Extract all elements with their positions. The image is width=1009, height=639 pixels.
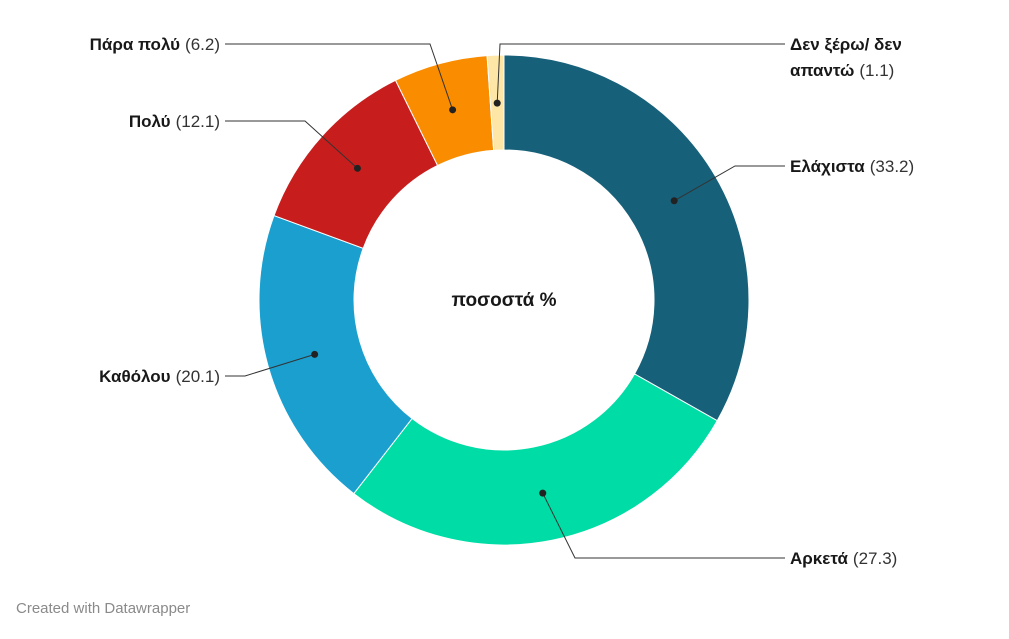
slice-1 — [353, 373, 718, 546]
leader-dot-3 — [353, 164, 361, 172]
slice-2 — [258, 214, 413, 495]
leader-line-5 — [496, 43, 785, 104]
leader-line-1 — [542, 492, 785, 559]
leader-dot-0 — [670, 197, 678, 205]
label-den-xero-line2: απαντώ (1.1) — [790, 61, 894, 80]
leader-dot-5 — [493, 99, 501, 107]
leader-dot-4 — [449, 106, 457, 114]
leader-dot-1 — [539, 489, 547, 497]
leader-line-3 — [225, 120, 358, 169]
label-katholou: Καθόλου (20.1) — [99, 367, 220, 386]
slice-0 — [503, 54, 750, 422]
leader-line-0 — [673, 165, 785, 202]
leader-dot-2 — [311, 350, 319, 358]
leader-line-2 — [225, 353, 315, 377]
label-leaders — [225, 43, 785, 559]
center-label: ποσοστά % — [451, 290, 556, 311]
label-den-xero: Δεν ξέρω/ δεν — [790, 35, 902, 54]
label-poly: Πολύ (12.1) — [129, 112, 220, 131]
label-elaxista: Ελάχιστα (33.2) — [790, 157, 914, 176]
label-para-poly: Πάρα πολύ (6.2) — [90, 35, 220, 54]
label-arketa: Αρκετά (27.3) — [790, 549, 897, 568]
donut-chart: ποσοστά % Ελάχιστα (33.2) Αρκετά (27.3) Κα… — [90, 35, 915, 568]
leader-line-4 — [225, 43, 454, 110]
footer-credit: Created with Datawrapper — [16, 600, 191, 617]
